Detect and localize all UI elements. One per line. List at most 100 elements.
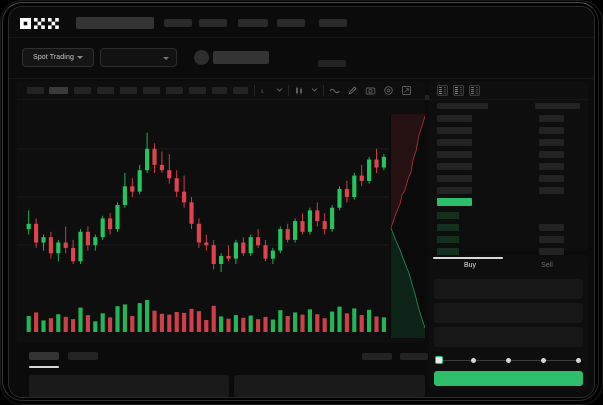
summary-card-left[interactable] <box>29 375 229 397</box>
bm-col <box>470 86 475 95</box>
submit-buy-button[interactable] <box>434 371 583 386</box>
orderbook-column-headers <box>535 103 580 109</box>
device-frame: Spot Trading <box>8 6 595 398</box>
bm-col <box>454 86 459 95</box>
bm-line <box>459 87 462 88</box>
chart-toolbar: ıl. <box>17 81 425 100</box>
active-tab-underline <box>29 366 59 368</box>
timeframe-8[interactable] <box>212 87 227 94</box>
chevron-down-icon <box>76 56 83 59</box>
ask-price <box>437 163 472 170</box>
bm-col <box>438 86 443 95</box>
pencil-icon[interactable] <box>347 85 358 96</box>
timeframe-9[interactable] <box>233 87 248 94</box>
summary-card-right[interactable] <box>234 375 425 397</box>
slider-handle[interactable] <box>435 356 443 364</box>
gear-icon[interactable] <box>383 85 394 96</box>
bid-size <box>539 248 564 255</box>
bm-line <box>439 87 442 88</box>
bm-line <box>443 87 446 88</box>
total-field[interactable] <box>434 327 583 347</box>
bm-line <box>455 91 458 92</box>
orderbook-last-price <box>437 198 472 206</box>
bm-line <box>471 89 474 90</box>
spot-trading-selector[interactable]: Spot Trading <box>22 48 94 67</box>
chevron-down-icon[interactable] <box>275 85 284 94</box>
orderbook-bids-icon[interactable] <box>453 85 464 96</box>
search-input[interactable] <box>76 17 154 29</box>
camera-icon[interactable] <box>365 85 376 96</box>
ask-size <box>539 175 564 182</box>
timeframe-7[interactable] <box>189 87 206 94</box>
slider-stop-25[interactable] <box>471 357 476 363</box>
bm-line <box>455 87 458 88</box>
bm-line <box>439 89 442 90</box>
tab-open-orders[interactable] <box>29 352 59 360</box>
price-field[interactable] <box>434 279 583 299</box>
tab-order-history[interactable] <box>68 352 98 360</box>
timeframe-2[interactable] <box>74 87 91 94</box>
bid-price <box>437 224 459 231</box>
orderbook-both-icon[interactable] <box>437 85 448 96</box>
trading-pair-select[interactable] <box>100 48 177 67</box>
nav-item-1[interactable] <box>199 19 227 27</box>
tab-sell[interactable]: Sell <box>541 262 553 269</box>
trade-form-panel: Buy Sell <box>429 255 588 391</box>
nav-item-3[interactable] <box>277 19 305 27</box>
timeframe-4[interactable] <box>120 87 137 94</box>
wave-icon[interactable] <box>329 85 341 96</box>
ask-price <box>437 115 472 122</box>
ask-size <box>539 151 564 158</box>
bm-col <box>443 86 448 95</box>
amount-field[interactable] <box>434 303 583 323</box>
nav-item-2[interactable] <box>238 19 268 27</box>
toolbar-divider <box>254 85 255 96</box>
timeframe-1[interactable] <box>49 87 68 94</box>
timeframe-0[interactable] <box>27 87 44 94</box>
okx-logo[interactable] <box>20 18 62 29</box>
last-price-value <box>213 51 269 64</box>
bm-line <box>459 89 462 90</box>
nav-item-4[interactable] <box>319 19 347 27</box>
bm-line <box>455 93 458 94</box>
ask-size <box>539 139 564 146</box>
chevron-down-icon <box>163 57 169 60</box>
bid-price <box>437 212 459 219</box>
slider-stop-75[interactable] <box>541 357 546 363</box>
chart-type-icon[interactable] <box>294 85 305 96</box>
bid-size <box>539 236 564 243</box>
timeframe-6[interactable] <box>166 87 183 94</box>
timeframe-5[interactable] <box>143 87 160 94</box>
bm-line <box>439 91 442 92</box>
okx-trading-app: Spot Trading <box>9 7 594 397</box>
action-cancel-all[interactable] <box>400 353 428 360</box>
orderbook-display-modes <box>429 81 588 100</box>
action-hide-other-pairs[interactable] <box>362 353 392 360</box>
chevron-down-icon[interactable] <box>310 85 319 94</box>
bm-line <box>471 87 474 88</box>
bm-line <box>471 93 474 94</box>
bm-line <box>443 93 446 94</box>
slider-stop-100[interactable] <box>576 357 581 363</box>
ask-price <box>437 139 472 146</box>
orders-panel <box>17 347 428 397</box>
indicators-icon[interactable]: ıl. <box>260 85 271 96</box>
bm-col <box>475 86 480 95</box>
slider-stop-50[interactable] <box>506 357 511 363</box>
ask-size <box>539 187 564 194</box>
orderbook-column-headers <box>437 103 488 109</box>
bm-line <box>475 91 478 92</box>
bm-line <box>443 91 446 92</box>
percent-slider[interactable] <box>435 355 582 365</box>
timeframe-3[interactable] <box>97 87 114 94</box>
orderbook-rows[interactable] <box>429 101 588 267</box>
ask-price <box>437 175 472 182</box>
orderbook-panel <box>429 81 588 267</box>
nav-item-0[interactable] <box>164 19 192 27</box>
expand-icon[interactable] <box>401 85 412 96</box>
orderbook-asks-icon[interactable] <box>469 85 480 96</box>
bm-line <box>459 93 462 94</box>
price-chart[interactable] <box>17 100 425 343</box>
tab-buy[interactable]: Buy <box>463 262 477 269</box>
bm-line <box>471 91 474 92</box>
